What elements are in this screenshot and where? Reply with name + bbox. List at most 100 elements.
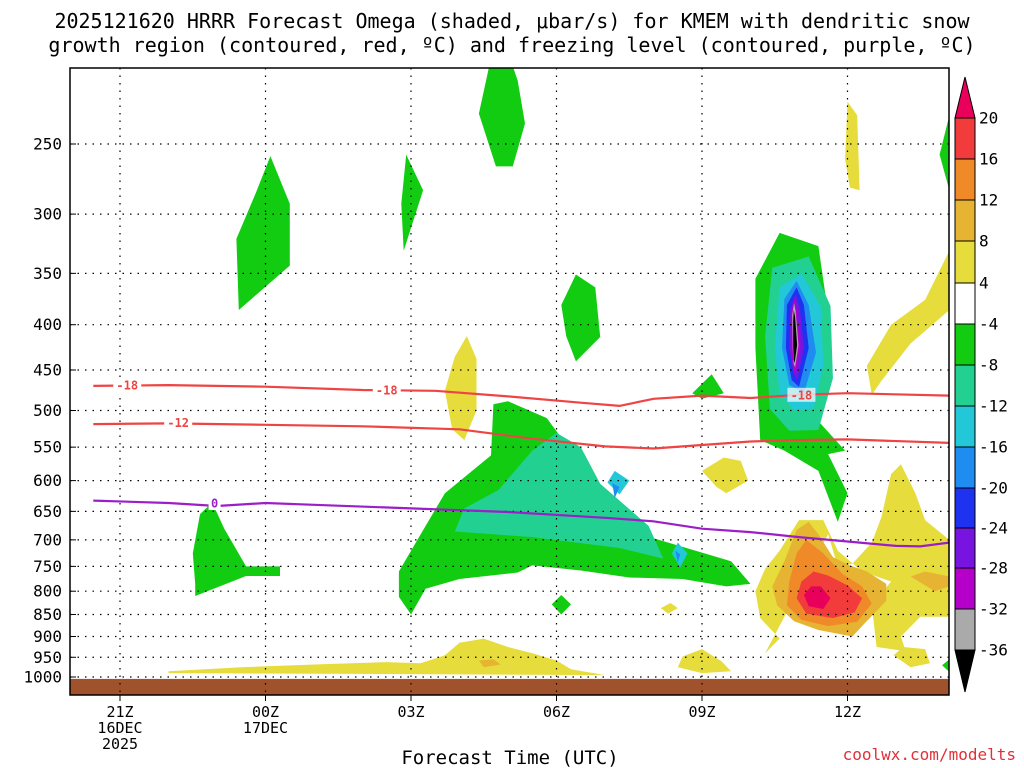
colorbar-cap-bottom: [954, 649, 976, 693]
contour-label-bg-freezing-level-0: [208, 496, 221, 511]
omega-area-yellow-right-edge: [866, 251, 949, 395]
colorbar-label--4: -4: [979, 315, 998, 334]
omega-area-amber-edge: [910, 571, 949, 592]
ytick-label-350: 350: [33, 264, 62, 283]
chart-title-line2: growth region (contoured, red, ºC) and f…: [48, 33, 975, 57]
colorbar-swatch-12: [954, 567, 976, 610]
colorbar-swatch-3: [954, 199, 976, 242]
omega-area-yellow-bottom-right-1: [677, 649, 732, 674]
omega-area-yellow-lower-right: [755, 464, 949, 654]
colorbar-label-12: 12: [979, 191, 998, 210]
xtick-label-06Z: 06Z: [543, 703, 570, 721]
contour-label-extra: -18: [791, 388, 813, 402]
omega-area-yellow-top-right: [845, 101, 860, 191]
colorbar-swatch-8: [954, 405, 976, 448]
colorbar-swatch-4: [954, 240, 976, 284]
omega-area-yellow-600: [702, 457, 749, 494]
contour-label-bg-extra: [787, 387, 816, 402]
x-axis-label: Forecast Time (UTC): [401, 747, 618, 768]
plot-frame: [69, 67, 950, 696]
omega-area-green-small-820: [551, 595, 571, 615]
colorbar-swatch-13: [954, 608, 976, 651]
ytick-label-550: 550: [33, 438, 62, 457]
contour-label-dgz-minus12-0: -12: [167, 416, 189, 430]
ytick-label-850: 850: [33, 605, 62, 624]
colorbar-label-16: 16: [979, 150, 998, 169]
ytick-label-950: 950: [33, 648, 62, 667]
ytick-label-250: 250: [33, 135, 62, 154]
omega-area-yellow-bottom-band: [168, 638, 605, 676]
xtick-label-09Z: 09Z: [688, 703, 715, 721]
ytick-label-1000: 1000: [23, 668, 62, 687]
colorbar-label--16: -16: [979, 438, 1008, 457]
xtick-label-16DEC: 16DEC: [97, 719, 142, 737]
omega-area-yellow-small-850: [660, 603, 678, 614]
colorbar-label--32: -32: [979, 600, 1008, 619]
ytick-label-750: 750: [33, 557, 62, 576]
omega-area-green-top-middle: [478, 68, 525, 167]
chart-title-line1: 2025121620 HRRR Forecast Omega (shaded, …: [54, 9, 970, 33]
colorbar-swatch-6: [954, 323, 976, 366]
omega-area-green-edge-bottom: [942, 659, 949, 672]
ytick-label-800: 800: [33, 582, 62, 601]
contour-freezing-level: [93, 499, 949, 548]
ytick-label-650: 650: [33, 502, 62, 521]
omega-area-green-small-300: [401, 154, 424, 251]
colorbar-swatch-2: [954, 158, 976, 201]
ytick-label-600: 600: [33, 471, 62, 490]
xtick-label-2025: 2025: [102, 735, 138, 753]
contours: -18 -18 -12 0 -18: [93, 378, 949, 548]
ytick-label-400: 400: [33, 315, 62, 334]
xtick-label-03Z: 03Z: [397, 703, 424, 721]
contour-label-freezing-level-0: 0: [211, 497, 218, 511]
omega-area-green-small-470: [692, 374, 724, 399]
omega-area-yellow-450: [444, 336, 477, 441]
omega-area-right-black: [793, 310, 798, 364]
xtick-label-00Z: 00Z: [252, 703, 279, 721]
contour-label-bg-dgz-minus12-0: [164, 415, 193, 430]
omega-area-seafoam-core: [454, 432, 664, 559]
colorbar-label--12: -12: [979, 397, 1008, 416]
colorbar-swatch-11: [954, 527, 976, 569]
ytick-label-300: 300: [33, 205, 62, 224]
omega-area-green-small-380: [561, 274, 601, 362]
omega-area-pink-core: [803, 586, 831, 609]
contour-dgz-minus12: [93, 422, 949, 450]
omega-area-yellow-bottom-right-2: [893, 647, 930, 668]
ytick-label-900: 900: [33, 627, 62, 646]
colorbar-label--8: -8: [979, 356, 998, 375]
omega-shading: [168, 68, 949, 676]
xtick-label-12Z: 12Z: [834, 703, 861, 721]
colorbar-label--20: -20: [979, 479, 1008, 498]
contour-label-dgz-minus18-0: -18: [116, 379, 138, 393]
omega-area-blue-small-710: [675, 550, 681, 563]
colorbar: 20 16 12 8 4 -4 -8 -12 -16 -20 -24 -28 -32 -36: [954, 76, 1008, 693]
ytick-label-500: 500: [33, 401, 62, 420]
colorbar-swatch-10: [954, 487, 976, 529]
ytick-label-700: 700: [33, 530, 62, 549]
ground-surface: [70, 678, 949, 695]
colorbar-label--24: -24: [979, 519, 1008, 538]
colorbar-swatch-5: [954, 282, 976, 325]
colorbar-swatch-7: [954, 364, 976, 407]
omega-area-green-upper-left: [236, 156, 290, 310]
contour-label-bg-dgz-minus18-0: [113, 378, 142, 393]
colorbar-swatch-1: [954, 117, 976, 160]
ytick-label-450: 450: [33, 360, 62, 379]
colorbar-label--28: -28: [979, 559, 1008, 578]
omega-area-cyan-small-600: [607, 470, 630, 495]
contour-label-bg-dgz-minus18-1: [372, 382, 401, 397]
omega-area-green-lower-left: [192, 502, 280, 596]
colorbar-label-4: 4: [979, 274, 989, 293]
y-axis: 250 300 350 400 450 500 550 600 650 700 750 800 850 9…: [23, 135, 76, 687]
xtick-label-21Z: 21Z: [106, 703, 133, 721]
colorbar-label-8: 8: [979, 232, 989, 251]
credit-text: coolwx.com/modelts: [843, 745, 1016, 764]
colorbar-label--36: -36: [979, 641, 1008, 660]
omega-area-blue-small-600: [612, 483, 620, 499]
colorbar-label-20: 20: [979, 109, 998, 128]
xtick-label-17DEC: 17DEC: [243, 719, 288, 737]
omega-area-amber-bottom: [478, 659, 501, 668]
